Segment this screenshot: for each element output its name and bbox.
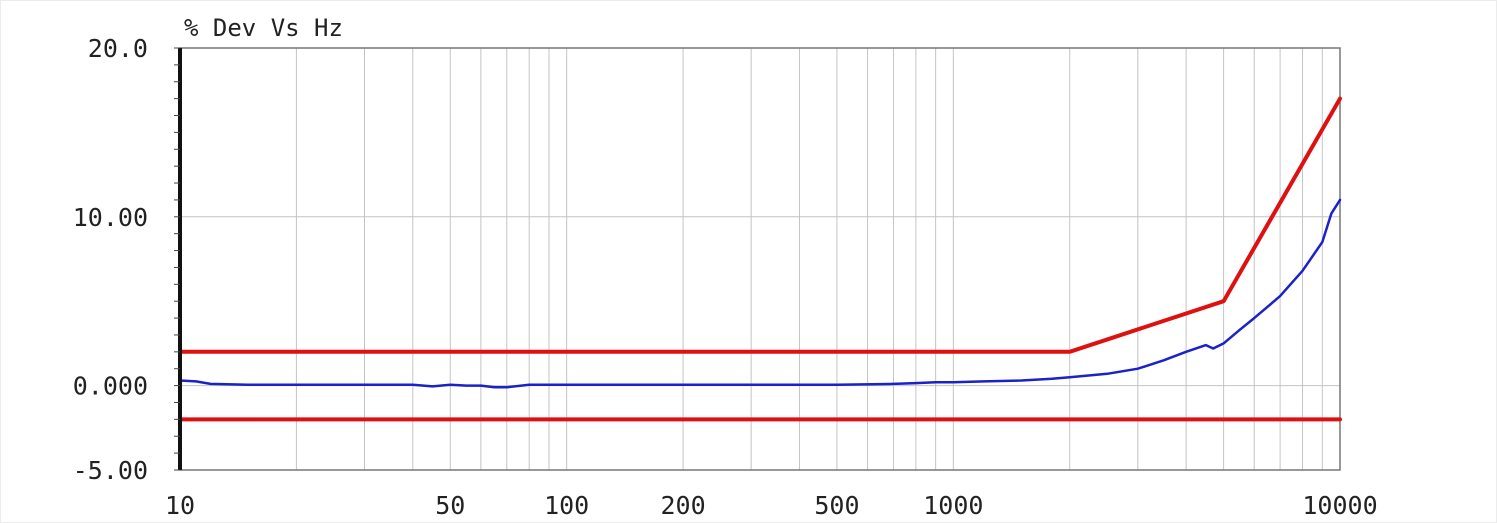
series-layer <box>178 96 1342 422</box>
y-tick-label: 10.00 <box>73 203 148 232</box>
x-tick-label: 1000 <box>923 491 983 520</box>
x-tick-label: 10000 <box>1302 491 1377 520</box>
plot-area <box>179 47 1341 471</box>
x-tick-label: 50 <box>435 491 465 520</box>
y-tick-label: -5.00 <box>73 456 148 485</box>
x-tick-label: 10 <box>165 491 195 520</box>
chart-title: % Dev Vs Hz <box>184 14 343 42</box>
x-tick-label: 200 <box>660 491 705 520</box>
grid-layer <box>179 48 1341 470</box>
measured-series-line <box>178 198 1342 389</box>
upper-limit-series-line <box>178 96 1342 354</box>
x-tick-label: 100 <box>544 491 589 520</box>
y-tick-label: 0.000 <box>73 372 148 401</box>
y-tick-label: 20.0 <box>88 34 148 63</box>
x-tick-label: 500 <box>814 491 859 520</box>
axis-layer: 20.0 10.00 0.000 -5.00 10 50 100 200 500 1000 1000… <box>73 34 1378 520</box>
